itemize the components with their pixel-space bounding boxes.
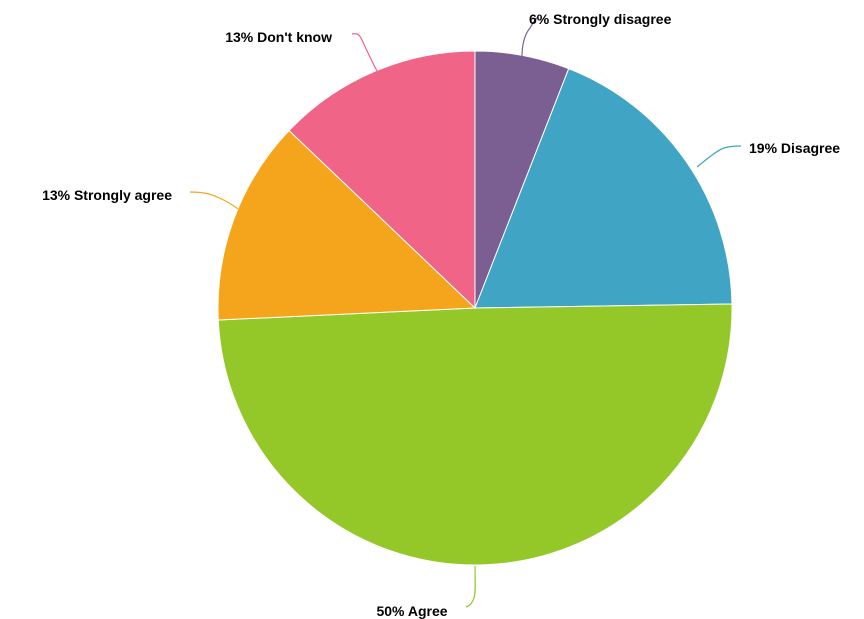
leader-line-strongly-agree	[189, 191, 239, 210]
slice-label-agree: 50% Agree	[376, 603, 447, 619]
leader-line-agree	[465, 565, 476, 608]
slice-label-strongly-disagree: 6% Strongly disagree	[529, 11, 672, 27]
slice-label-don-t-know: 13% Don't know	[225, 29, 332, 45]
pie-slice-agree	[217, 303, 733, 566]
slice-label-strongly-agree: 13% Strongly agree	[42, 187, 172, 203]
leader-line-don-t-know	[351, 33, 378, 72]
slice-label-disagree: 19% Disagree	[749, 140, 840, 156]
pie-slice-strongly-agree	[217, 129, 477, 321]
leader-line-disagree	[696, 145, 742, 168]
leaders-layer	[189, 16, 742, 608]
slices-layer	[217, 50, 733, 566]
pie-slice-don-t-know	[288, 50, 476, 310]
labels-layer: 6% Strongly disagree 19% Disagree 50% Agre…	[42, 11, 840, 619]
leader-line-strongly-disagree	[521, 16, 539, 58]
pie-slice-disagree	[474, 68, 733, 309]
